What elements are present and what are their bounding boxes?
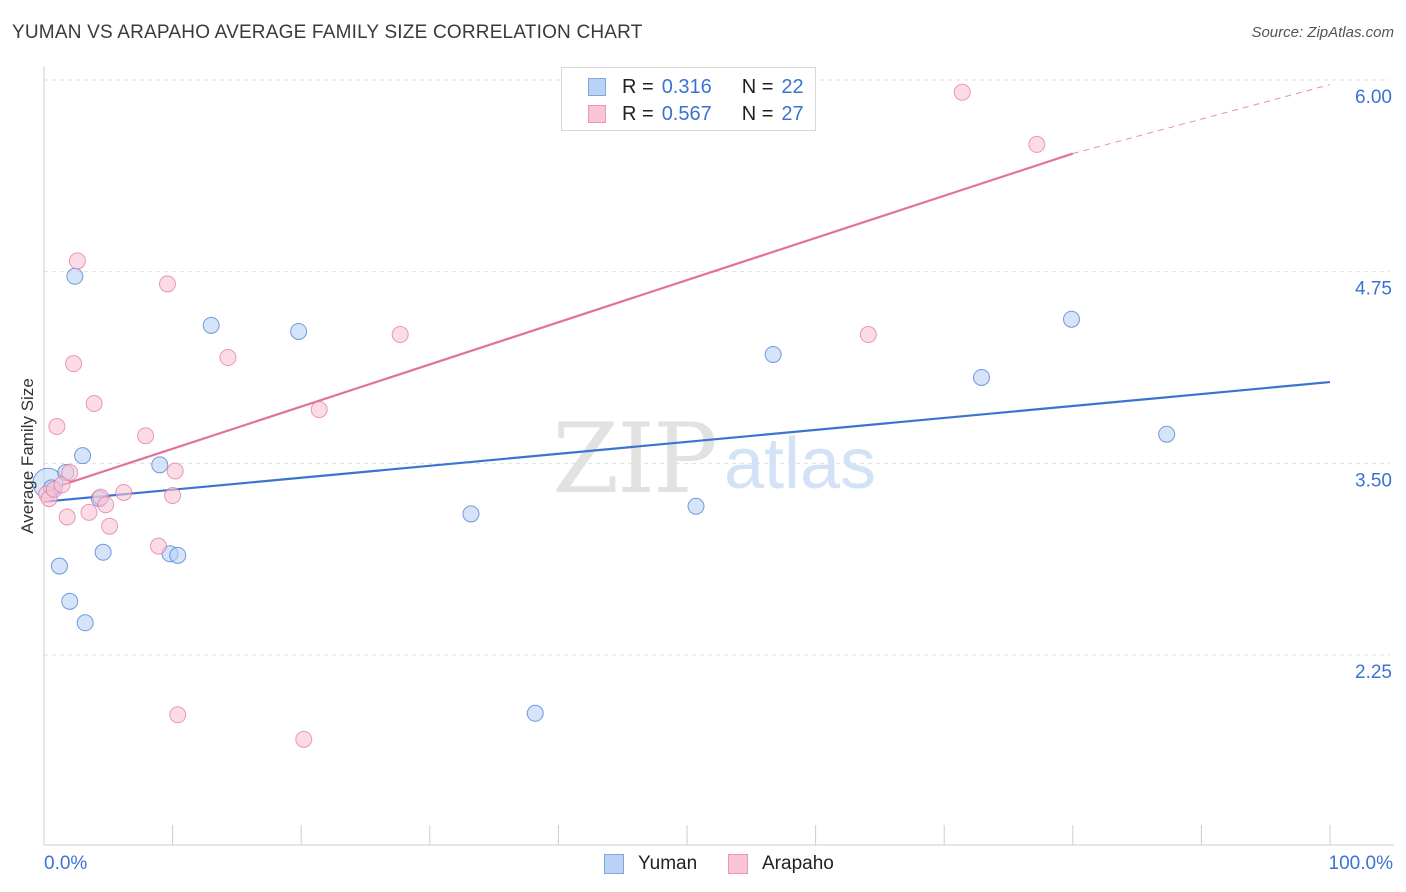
yuman-point — [61, 592, 79, 610]
bottom-legend-label: Yuman — [638, 853, 698, 874]
arapaho-point — [164, 487, 182, 505]
arapaho-swatch — [588, 105, 606, 123]
yuman-point — [972, 368, 990, 386]
arapaho-point — [158, 275, 176, 293]
x-tick-label: 100.0% — [1329, 853, 1394, 874]
yuman-swatch — [588, 78, 606, 96]
arapaho-point — [219, 349, 237, 367]
arapaho-trend-line — [43, 152, 1074, 492]
arapaho-point — [48, 418, 66, 436]
y-tick-label: 2.25 — [1355, 662, 1392, 683]
yuman-point — [50, 557, 68, 575]
y-tick-label: 6.00 — [1355, 87, 1392, 108]
arapaho-point — [115, 483, 133, 501]
y-tick-label: 4.75 — [1355, 279, 1392, 300]
source-credit: Source: ZipAtlas.com — [1251, 24, 1394, 41]
yuman-point — [66, 267, 84, 285]
grid-lines — [44, 79, 1390, 656]
yuman-point — [687, 497, 705, 515]
arapaho-point — [295, 730, 313, 748]
legend-n-value: 22 — [781, 75, 804, 98]
arapaho-point — [58, 508, 76, 526]
yuman-point — [169, 546, 187, 564]
arapaho-point — [137, 427, 155, 445]
data-points — [32, 83, 1176, 748]
legend-row-arapaho: R = 0.567 N = 27 — [588, 102, 804, 126]
yuman-point — [1158, 425, 1176, 443]
yuman-point — [151, 456, 169, 474]
arapaho-point — [1028, 135, 1046, 153]
arapaho-point — [859, 326, 877, 344]
yuman-trend-line — [43, 380, 1331, 503]
arapaho-point — [97, 496, 115, 514]
arapaho-point — [101, 517, 119, 535]
arapaho-point — [310, 401, 328, 419]
legend-row-yuman: R = 0.316 N = 22 — [588, 75, 804, 99]
axes — [43, 66, 1394, 846]
arapaho-point — [68, 252, 86, 270]
arapaho-point — [80, 503, 98, 521]
arapaho-point — [169, 706, 187, 724]
y-tick-label: 3.50 — [1355, 470, 1392, 491]
bottom-legend-yuman: Yuman — [604, 852, 697, 876]
correlation-legend: R = 0.316 N = 22 R = 0.567 N = 27 — [561, 67, 816, 131]
watermark-zip: ZIP — [552, 403, 715, 515]
chart-title: YUMAN VS ARAPAHO AVERAGE FAMILY SIZE COR… — [12, 22, 643, 43]
arapaho-point — [61, 464, 79, 482]
bottom-legend-label: Arapaho — [762, 853, 834, 874]
tick-labels: 2.25 3.50 4.75 6.00 0.0% 100.0% — [44, 87, 1393, 874]
yuman-point — [76, 614, 94, 632]
yuman-point — [1063, 310, 1081, 328]
legend-r-label: R = — [622, 102, 654, 125]
arapaho-point — [166, 462, 184, 480]
x-tick-label: 0.0% — [44, 853, 87, 874]
legend-r-value: 0.316 — [661, 75, 712, 98]
legend-n-label: N = — [741, 75, 774, 98]
yuman-swatch — [604, 854, 624, 874]
legend-r-label: R = — [622, 75, 654, 98]
arapaho-point — [149, 537, 167, 555]
bottom-legend-arapaho: Arapaho — [728, 852, 834, 876]
arapaho-point — [65, 355, 83, 373]
arapaho-point — [53, 476, 71, 494]
arapaho-point — [85, 395, 103, 413]
arapaho-point — [391, 326, 409, 344]
yuman-point — [202, 316, 220, 334]
legend-r-value: 0.567 — [661, 102, 712, 125]
yuman-point — [526, 704, 544, 722]
trend-lines — [43, 84, 1331, 503]
watermark-atlas: atlas — [724, 424, 876, 504]
legend-n-value: 27 — [781, 102, 804, 125]
y-axis-label: Average Family Size — [18, 378, 37, 534]
legend-n-label: N = — [741, 102, 774, 125]
arapaho-swatch — [728, 854, 748, 874]
arapaho-trend-extension — [1072, 84, 1331, 155]
yuman-point — [764, 345, 782, 363]
yuman-point — [462, 505, 480, 523]
yuman-point — [74, 447, 92, 465]
arapaho-point — [953, 83, 971, 101]
yuman-point — [94, 543, 112, 561]
yuman-point — [290, 322, 308, 340]
